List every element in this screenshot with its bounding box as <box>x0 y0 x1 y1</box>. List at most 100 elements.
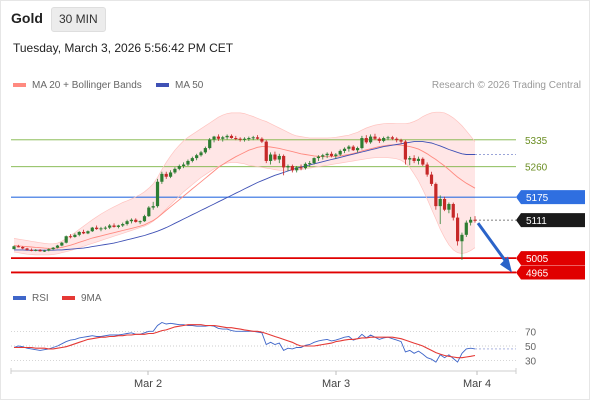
candle-body <box>408 158 412 160</box>
candle-body <box>438 198 442 207</box>
candle-body <box>247 138 251 140</box>
candle-body <box>351 146 355 151</box>
candle-body <box>199 152 203 156</box>
candle-body <box>64 236 68 243</box>
pivot-tag <box>516 190 585 205</box>
ma20-line <box>13 144 476 249</box>
instrument-title: Gold <box>11 10 43 26</box>
legend-rsi-ma: 9MA <box>62 293 102 304</box>
candle-body <box>399 140 403 142</box>
candle-body <box>134 219 138 222</box>
candle-body <box>164 173 168 177</box>
candle-body <box>81 231 86 234</box>
candle-body <box>86 231 90 234</box>
candle-body <box>99 228 103 230</box>
candle-body <box>373 136 377 139</box>
forecast-arrow-shaft <box>476 222 510 266</box>
rsi-tick-30: 30 <box>525 357 537 368</box>
legend-bollinger-swatch <box>13 83 26 88</box>
candle-body <box>469 219 473 223</box>
candle-body <box>208 139 212 149</box>
candle-body <box>290 165 294 171</box>
candle-body <box>286 165 290 168</box>
candle-body <box>369 136 373 143</box>
candle-body <box>260 138 264 142</box>
legend-bollinger: MA 20 + Bollinger Bands <box>13 80 142 91</box>
candle-body <box>42 250 47 252</box>
candle-body <box>12 246 16 250</box>
candle-body <box>355 148 360 151</box>
candle-body <box>168 172 173 177</box>
candle-body <box>147 207 151 217</box>
candle-body <box>464 222 468 235</box>
candle-body <box>473 219 477 221</box>
candle-body <box>312 158 316 164</box>
candle-body <box>364 138 368 143</box>
candle-body <box>255 137 260 139</box>
credit-text: Research © 2026 Trading Central <box>431 80 581 91</box>
candle-body <box>77 231 81 235</box>
candle-body <box>212 136 216 140</box>
candle-body <box>264 141 268 161</box>
candle-body <box>229 135 234 139</box>
resistance-label-5260: 5260 <box>525 163 548 174</box>
support-tag-4965 <box>516 265 585 280</box>
legend-rsi-ma-swatch <box>62 296 75 301</box>
candle-body <box>277 155 281 160</box>
timeframe-selector[interactable]: 30 MIN <box>51 7 106 32</box>
candle-body <box>421 158 425 165</box>
candle-body <box>216 136 221 139</box>
candle-body <box>47 249 51 251</box>
candle-body <box>138 221 142 223</box>
candle-body <box>334 154 338 156</box>
candle-body <box>90 227 94 232</box>
legend-rsi: RSI <box>13 293 49 304</box>
pivot-label: 5175 <box>526 193 549 204</box>
rsi-series-rsi <box>13 322 476 363</box>
candle-body <box>338 150 342 155</box>
forecast-arrow-head <box>500 256 512 273</box>
candle-body <box>456 217 460 242</box>
legend-ma50-swatch <box>156 83 169 88</box>
candle-body <box>325 153 329 156</box>
candle-body <box>112 225 116 227</box>
support-label-5005: 5005 <box>526 254 549 265</box>
candle-body <box>238 138 242 140</box>
legend-ma50: MA 50 <box>156 80 203 91</box>
last-price-tag <box>516 213 585 228</box>
candle-body <box>103 227 107 229</box>
candle-body <box>395 138 399 141</box>
legend-rsi-ma-label: 9MA <box>81 293 102 304</box>
candle-body <box>203 148 207 153</box>
candle-body <box>221 137 225 139</box>
candle-body <box>451 203 455 218</box>
candle-body <box>25 248 29 250</box>
candle-body <box>38 249 42 252</box>
candle-body <box>95 227 99 230</box>
candle-body <box>360 138 364 149</box>
candle-body <box>377 138 381 141</box>
legend-rsi-swatch <box>13 296 26 301</box>
candle-body <box>173 168 177 173</box>
support-tag-5005 <box>516 251 585 266</box>
candle-body <box>160 173 164 182</box>
candle-body <box>186 160 190 165</box>
candle-body <box>51 247 55 250</box>
candle-body <box>425 164 429 175</box>
candle-body <box>177 165 181 169</box>
candle-body <box>268 154 273 161</box>
candle-body <box>34 249 38 251</box>
candle-body <box>151 206 155 208</box>
candle-body <box>282 155 286 168</box>
bollinger-band-fill <box>14 112 475 255</box>
candle-body <box>347 146 351 149</box>
candle-body <box>342 148 347 151</box>
resistance-label-5335: 5335 <box>525 136 548 147</box>
candle-body <box>316 156 321 159</box>
candle-body <box>273 154 277 160</box>
candle-body <box>321 155 325 157</box>
candle-body <box>155 181 160 207</box>
x-tick-label: Mar 3 <box>322 378 350 390</box>
legend-bollinger-label: MA 20 + Bollinger Bands <box>32 80 142 91</box>
